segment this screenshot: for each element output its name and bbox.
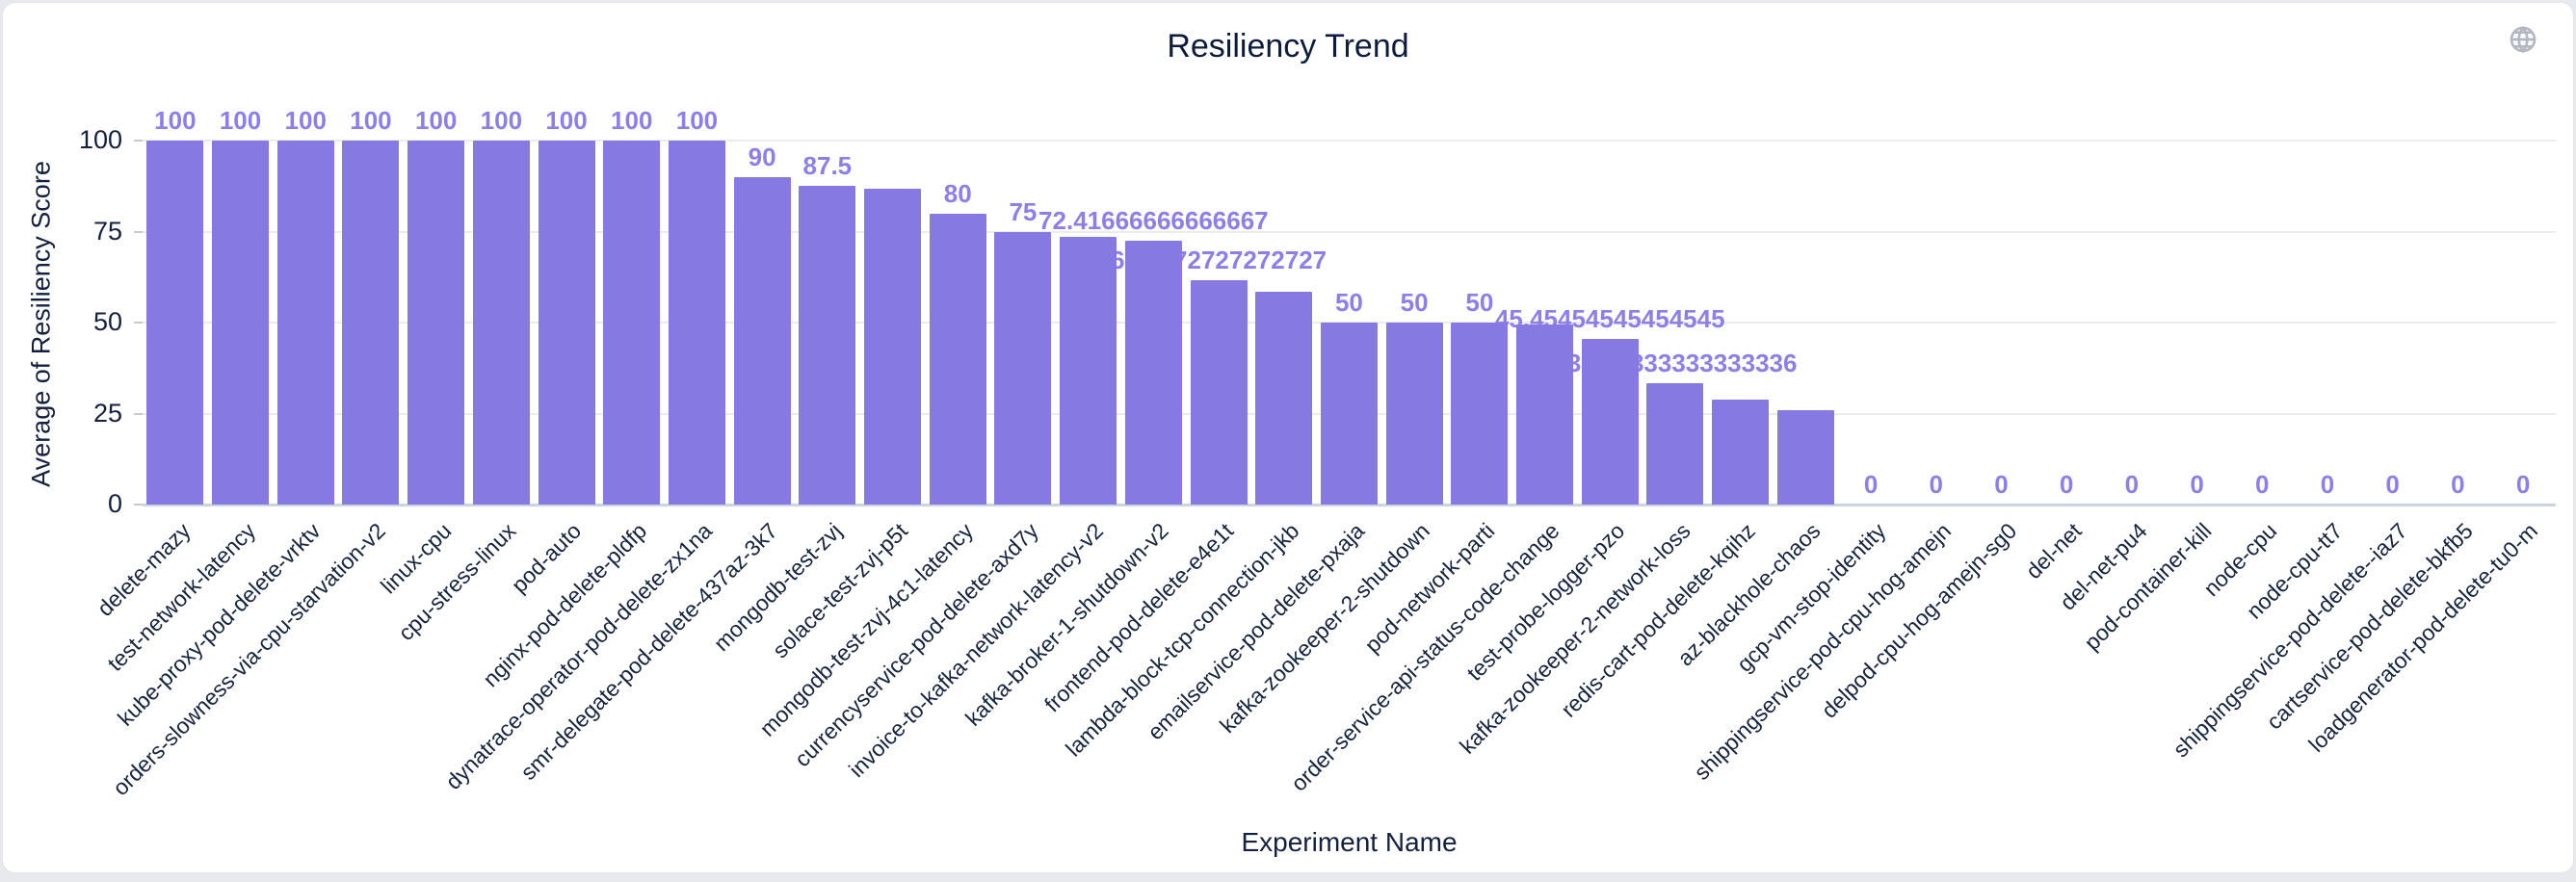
- y-tick-label: 50: [92, 307, 122, 336]
- x-tick-label: cpu-stress-linux: [393, 518, 521, 646]
- value-label: 0: [2515, 470, 2531, 499]
- value-label: 100: [675, 106, 719, 135]
- bar-kafka-broker-1-shutdown-v2[interactable]: [1124, 241, 1182, 505]
- bar-mongodb-test-zvj[interactable]: [799, 186, 856, 505]
- globe-icon[interactable]: [2508, 24, 2538, 55]
- y-tick-label: 75: [92, 216, 122, 246]
- value-label: 72.41666666666667: [1038, 206, 1269, 236]
- value-label: 90: [748, 142, 776, 171]
- y-tick-mark: [134, 504, 143, 506]
- bar-kafka-zookeeper-2-network-loss[interactable]: [1646, 383, 1704, 505]
- gridline: [143, 140, 2556, 142]
- bar-cpu-stress-linux[interactable]: [472, 141, 530, 505]
- bar-test-probe-logger-pzo[interactable]: [1581, 339, 1639, 505]
- value-label: 0: [1929, 470, 1943, 499]
- x-axis-title: Experiment Name: [1241, 827, 1458, 857]
- value-label: 0: [1994, 470, 2009, 499]
- value-label: 100: [154, 106, 197, 135]
- value-label: 0: [2190, 470, 2204, 499]
- value-label: 100: [350, 106, 392, 135]
- value-label: 50: [1400, 288, 1429, 317]
- bar-dynatrace-operator-pod-delete-zx1na[interactable]: [668, 141, 725, 505]
- x-axis-line: [143, 504, 2556, 506]
- bar-emailservice-pod-delete-pxaja[interactable]: [1320, 323, 1378, 505]
- value-label: 0: [1863, 470, 1879, 499]
- value-label: 0: [2059, 470, 2074, 499]
- value-label: 50: [1465, 288, 1494, 317]
- bar-linux-cpu[interactable]: [407, 141, 465, 505]
- bar-test-network-latency[interactable]: [212, 141, 270, 505]
- value-label: 100: [480, 106, 523, 135]
- value-label: 0: [2451, 470, 2465, 499]
- bar-az-blackhole-chaos[interactable]: [1776, 409, 1834, 505]
- bar-mongodb-test-zvj-4c1-latency[interactable]: [929, 213, 986, 505]
- value-label: 100: [611, 106, 653, 135]
- x-tick-label: shippingservice-pod-delete--iaz7: [2168, 518, 2413, 763]
- y-tick-label: 100: [78, 125, 122, 154]
- bar-order-service-api-status-code-change[interactable]: [1516, 324, 1574, 505]
- value-label: 87.5: [802, 151, 853, 181]
- gridline: [143, 230, 2556, 233]
- bar-orders-slowness-via-cpu-starvation-v2[interactable]: [342, 141, 400, 505]
- value-label: 0: [2124, 470, 2140, 499]
- y-tick-mark: [134, 322, 143, 324]
- bar-pod-network-parti[interactable]: [1451, 323, 1509, 505]
- bar-invoice-to-kafka-network-latency-v2[interactable]: [1060, 237, 1117, 505]
- value-label: 0: [2320, 470, 2335, 499]
- value-label: 75: [1009, 196, 1038, 226]
- bar-pod-auto[interactable]: [538, 141, 595, 505]
- y-tick-mark: [134, 230, 143, 233]
- y-tick-mark: [134, 412, 143, 415]
- bar-kafka-zookeeper-2-shutdown[interactable]: [1385, 323, 1443, 505]
- value-label: 80: [943, 178, 972, 208]
- bar-smr-delegate-pod-delete-437az-3k7[interactable]: [733, 176, 791, 505]
- value-label: 0: [2255, 470, 2270, 499]
- bar-lambda-block-tcp-connection-jkb[interactable]: [1255, 291, 1313, 505]
- value-label: 100: [219, 106, 262, 135]
- y-tick-label: 0: [107, 489, 122, 518]
- bar-currencyservice-pod-delete-axd7y[interactable]: [994, 231, 1052, 505]
- bar-redis-cart-pod-delete-kqihz[interactable]: [1712, 400, 1770, 505]
- value-label: 100: [545, 106, 588, 135]
- y-tick-label: 25: [92, 398, 122, 428]
- chart-title: Resiliency Trend: [1167, 28, 1409, 65]
- bar-nginx-pod-delete-pldfp[interactable]: [603, 141, 661, 505]
- y-axis-title: Average of Resiliency Score: [26, 161, 56, 487]
- value-label: 0: [2385, 470, 2400, 499]
- bar-frontend-pod-delete-e4e1t[interactable]: [1190, 279, 1248, 505]
- value-label: 100: [414, 106, 458, 135]
- bar-kube-proxy-pod-delete-vrktv[interactable]: [276, 141, 334, 505]
- bar-solace-test-zvj-p5t[interactable]: [864, 188, 922, 505]
- bar-delete-mazy[interactable]: [146, 141, 204, 505]
- value-label: 50: [1334, 288, 1363, 317]
- value-label: 100: [284, 106, 327, 135]
- y-tick-mark: [134, 140, 143, 142]
